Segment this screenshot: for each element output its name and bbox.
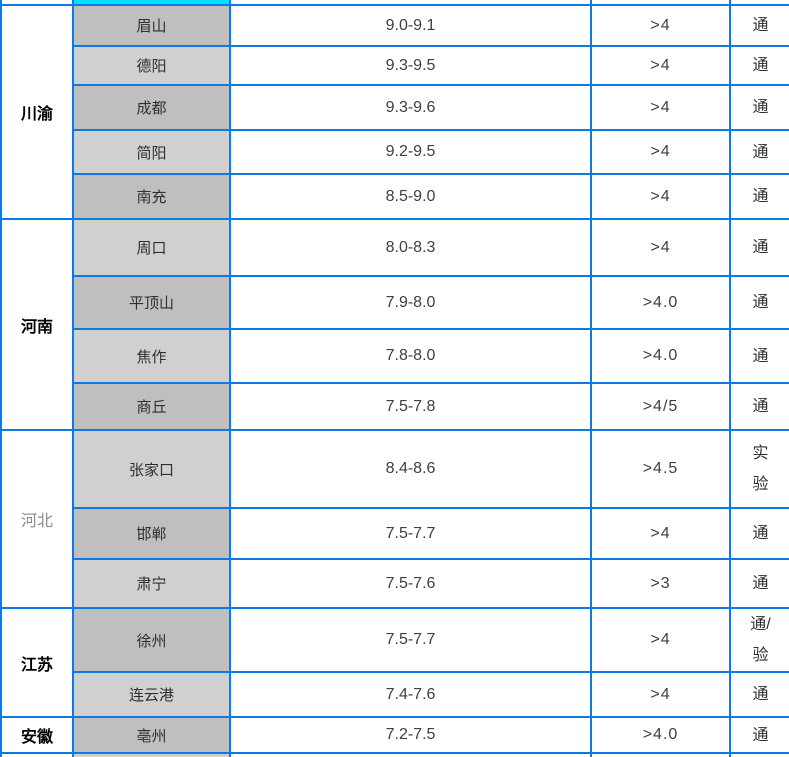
city-cell-sliver-highlighted <box>72 0 231 6</box>
city-cell: 成都 <box>72 84 231 131</box>
status-cell: 通 <box>729 507 789 560</box>
price-cell: 7.4-7.6 <box>229 671 592 718</box>
price-cell: 9.2-9.5 <box>229 129 592 175</box>
spec-cell: >4/5 <box>590 382 731 431</box>
status-cell: 通 <box>729 382 789 431</box>
status-cell: 通 <box>729 218 789 277</box>
status-cell: 通/ 验 <box>729 607 789 673</box>
status-cell: 通 <box>729 275 789 330</box>
status-cell: 通 <box>729 4 789 47</box>
table-row: 商丘 7.5-7.8 >4/5 通 <box>1 382 789 431</box>
city-cell-sliver <box>72 752 231 757</box>
table-row: 河北 张家口 8.4-8.6 >4.5 实 验 <box>0 429 789 609</box>
status-cell: 通 <box>729 328 789 384</box>
city-cell: 平顶山 <box>72 275 231 330</box>
spec-cell: >4.5 <box>590 429 731 509</box>
price-cell: 7.2-7.5 <box>229 716 592 754</box>
status-cell: 通 <box>729 716 789 754</box>
spec-cell: >4 <box>590 218 731 277</box>
spec-cell: >4.0 <box>590 716 731 754</box>
city-cell: 简阳 <box>72 129 231 175</box>
city-cell: 张家口 <box>72 429 231 509</box>
city-cell: 焦作 <box>72 328 231 384</box>
price-cell: 7.5-7.8 <box>229 382 592 431</box>
table-row: 平顶山 7.9-8.0 >4.0 通 <box>1 275 789 330</box>
city-cell: 亳州 <box>72 716 231 754</box>
price-cell: 7.9-8.0 <box>229 275 592 330</box>
spec-cell-sliver <box>590 0 731 6</box>
status-cell: 通 <box>729 84 789 131</box>
region-cell-sliver <box>0 0 74 6</box>
status-cell: 通 <box>729 558 789 609</box>
spec-cell: >4 <box>590 671 731 718</box>
spec-cell: >4 <box>590 507 731 560</box>
spec-cell: >3 <box>590 558 731 609</box>
spec-cell: >4 <box>590 607 731 673</box>
region-cell: 安徽 <box>0 716 74 754</box>
table-row: 川渝 眉山 9.0-9.1 >4 通 <box>0 4 789 220</box>
spec-cell: >4 <box>590 129 731 175</box>
table-row: 焦作 7.8-8.0 >4.0 通 <box>1 328 789 384</box>
spec-cell: >4 <box>590 84 731 131</box>
city-cell: 眉山 <box>72 4 231 47</box>
table-row-partial-top <box>0 0 789 6</box>
price-cell: 9.3-9.6 <box>229 84 592 131</box>
table-row: 简阳 9.2-9.5 >4 通 <box>1 129 789 175</box>
price-cell: 9.0-9.1 <box>229 4 592 47</box>
price-cell: 7.8-8.0 <box>229 328 592 384</box>
city-cell: 周口 <box>72 218 231 277</box>
price-cell: 7.5-7.7 <box>229 507 592 560</box>
city-cell: 商丘 <box>72 382 231 431</box>
spec-cell: >4 <box>590 173 731 220</box>
table-row: 河南 周口 8.0-8.3 >4 通 <box>0 218 789 431</box>
table-row: 肃宁 7.5-7.6 >3 通 <box>1 558 789 609</box>
city-cell: 南充 <box>72 173 231 220</box>
table-row: 南充 8.5-9.0 >4 通 <box>1 173 789 220</box>
city-cell: 连云港 <box>72 671 231 718</box>
spec-cell: >4 <box>590 4 731 47</box>
price-cell: 7.5-7.7 <box>229 607 592 673</box>
region-cell: 江苏 <box>0 607 74 718</box>
price-cell: 7.5-7.6 <box>229 558 592 609</box>
status-cell: 实 验 <box>729 429 789 509</box>
city-cell: 邯郸 <box>72 507 231 560</box>
price-cell-sliver <box>229 0 592 6</box>
price-cell: 8.0-8.3 <box>229 218 592 277</box>
status-cell: 通 <box>729 671 789 718</box>
status-cell: 通 <box>729 173 789 220</box>
price-cell: 8.4-8.6 <box>229 429 592 509</box>
city-cell: 肃宁 <box>72 558 231 609</box>
table-row: 连云港 7.4-7.6 >4 通 <box>1 671 789 718</box>
table-row: 邯郸 7.5-7.7 >4 通 <box>1 507 789 560</box>
region-cell: 河北 <box>0 429 74 609</box>
spec-cell: >4.0 <box>590 328 731 384</box>
city-cell: 徐州 <box>72 607 231 673</box>
table-row: 江苏 徐州 7.5-7.7 >4 通/ 验 <box>0 607 789 718</box>
spec-cell-sliver <box>590 752 731 757</box>
price-cell: 9.3-9.5 <box>229 45 592 86</box>
region-cell: 川渝 <box>0 4 74 220</box>
spec-cell: >4.0 <box>590 275 731 330</box>
table-row: 成都 9.3-9.6 >4 通 <box>1 84 789 131</box>
price-cell: 8.5-9.0 <box>229 173 592 220</box>
price-cell-sliver <box>229 752 592 757</box>
status-cell: 通 <box>729 129 789 175</box>
region-cell-sliver <box>0 752 74 757</box>
table-row: 安徽 亳州 7.2-7.5 >4.0 通 <box>0 716 789 754</box>
status-cell-sliver <box>729 0 789 6</box>
table-row-partial-bottom <box>0 752 789 757</box>
status-cell-sliver <box>729 752 789 757</box>
city-cell: 德阳 <box>72 45 231 86</box>
spec-cell: >4 <box>590 45 731 86</box>
region-cell: 河南 <box>0 218 74 431</box>
status-cell: 通 <box>729 45 789 86</box>
table-row: 德阳 9.3-9.5 >4 通 <box>1 45 789 86</box>
